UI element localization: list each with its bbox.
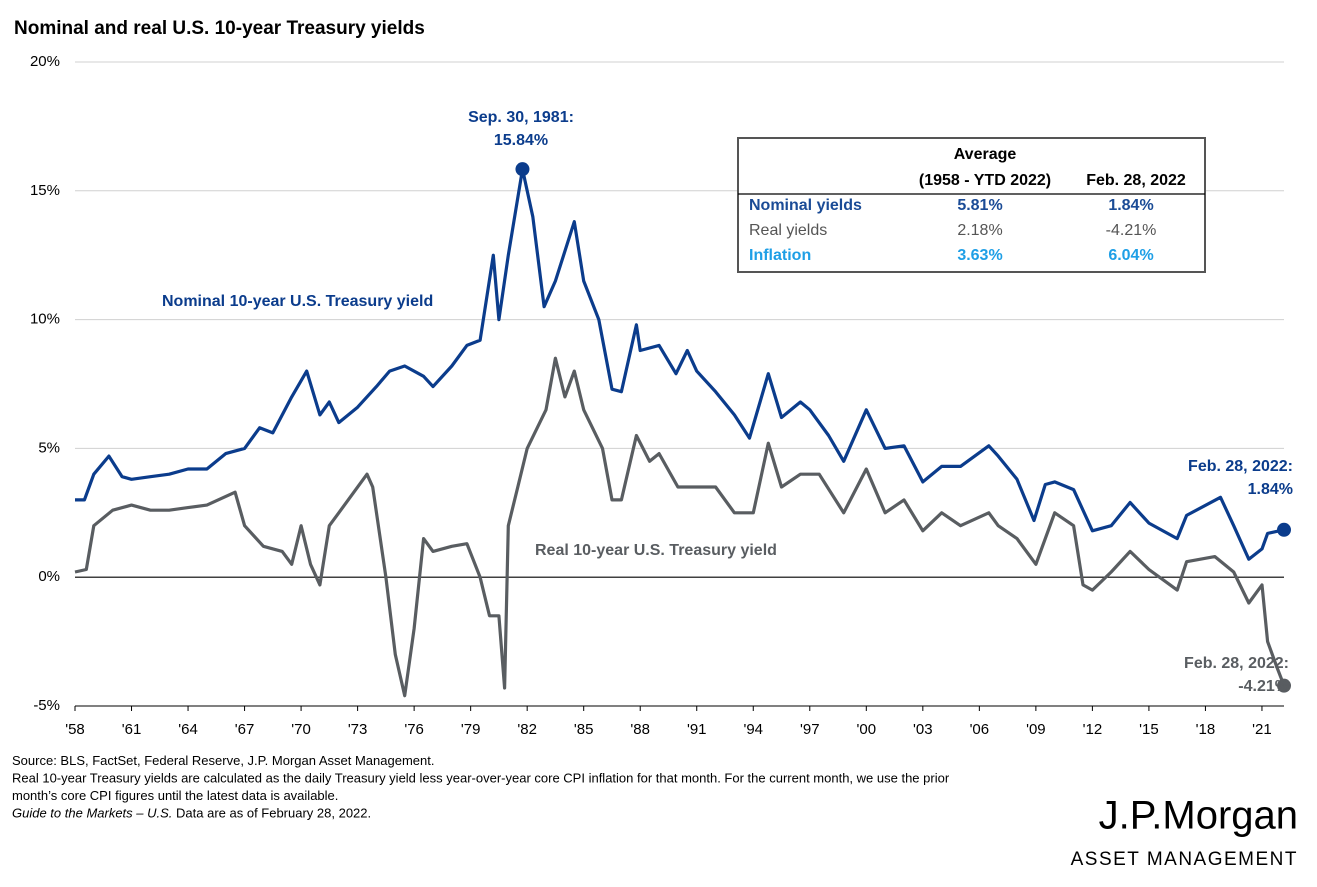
table-cell: 3.63%: [957, 247, 1002, 264]
y-tick-label: 15%: [30, 182, 60, 199]
annotation: Sep. 30, 1981:: [468, 109, 574, 126]
x-tick-label: '82: [517, 721, 537, 738]
table-cell: -4.21%: [1106, 222, 1157, 239]
table-box: [737, 137, 1206, 273]
x-tick-label: '79: [461, 721, 481, 738]
footnote-part: Source: BLS, FactSet, Federal Reserve, J…: [12, 753, 434, 768]
annotation: Feb. 28, 2022:: [1188, 458, 1293, 475]
footnote-part: Real 10-year Treasury yields are calcula…: [12, 771, 950, 786]
footnote-part: Guide to the Markets – U.S.: [12, 806, 172, 821]
chart-title: Nominal and real U.S. 10-year Treasury y…: [14, 18, 425, 39]
y-tick-label: 5%: [38, 439, 60, 456]
x-tick-label: '00: [857, 721, 877, 738]
x-tick-label: '18: [1196, 721, 1216, 738]
table-row-label: Real yields: [749, 222, 827, 239]
x-tick-label: '67: [235, 721, 255, 738]
footnote: month’s core CPI figures until the lates…: [12, 788, 338, 803]
line: [75, 167, 1285, 561]
footnote: Real 10-year Treasury yields are calcula…: [12, 771, 950, 786]
x-tick-label: '12: [1083, 721, 1103, 738]
x-tick-label: '94: [743, 721, 763, 738]
logo-name: J.P.Morgan: [1099, 794, 1298, 838]
x-tick-label: '58: [65, 721, 85, 738]
annotation: 15.84%: [494, 132, 548, 149]
y-tick-label: 0%: [38, 568, 60, 585]
table-cell: 2.18%: [957, 222, 1002, 239]
x-tick-label: '61: [122, 721, 142, 738]
series-label: Nominal 10-year U.S. Treasury yield: [162, 293, 433, 310]
table-row-label: Nominal yields: [749, 197, 862, 214]
table-cell: 5.81%: [957, 197, 1002, 214]
x-tick-label: '91: [687, 721, 707, 738]
x-tick-label: '03: [913, 721, 933, 738]
series-label: Real 10-year U.S. Treasury yield: [535, 542, 777, 559]
annotation: -4.21%: [1238, 678, 1289, 695]
x-tick-label: '64: [178, 721, 198, 738]
footnote-part: month’s core CPI figures until the lates…: [12, 788, 338, 803]
x-tick-label: '21: [1252, 721, 1272, 738]
table-group-header: Average: [954, 146, 1017, 163]
y-tick-label: 10%: [30, 311, 60, 328]
footnote: Guide to the Markets – U.S. Data are as …: [12, 806, 371, 821]
y-tick-label: 20%: [30, 53, 60, 70]
table-column-header: Feb. 28, 2022: [1086, 172, 1186, 189]
x-tick-label: '88: [630, 721, 650, 738]
x-tick-label: '09: [1026, 721, 1046, 738]
highlight-point: [1277, 678, 1291, 693]
table-cell: 1.84%: [1108, 197, 1153, 214]
table-row-label: Inflation: [749, 247, 811, 264]
line: [74, 356, 1286, 698]
table-cell: 6.04%: [1108, 247, 1153, 264]
logo-sub: ASSET MANAGEMENT: [1071, 849, 1298, 870]
table-column-header: (1958 - YTD 2022): [919, 172, 1051, 189]
highlight-point: [1277, 522, 1291, 537]
x-tick-label: '15: [1139, 721, 1159, 738]
y-tick-label: -5%: [33, 697, 60, 714]
x-tick-label: '76: [404, 721, 424, 738]
footnote-part: Data are as of February 28, 2022.: [172, 806, 371, 821]
x-tick-label: '85: [574, 721, 594, 738]
x-tick-label: '73: [348, 721, 368, 738]
x-tick-label: '70: [291, 721, 311, 738]
x-tick-label: '97: [800, 721, 820, 738]
x-tick-label: '06: [970, 721, 990, 738]
highlight-point: [515, 162, 530, 177]
footnote: Source: BLS, FactSet, Federal Reserve, J…: [12, 753, 434, 768]
annotation: Feb. 28, 2022:: [1184, 655, 1289, 672]
annotation: 1.84%: [1248, 481, 1293, 498]
